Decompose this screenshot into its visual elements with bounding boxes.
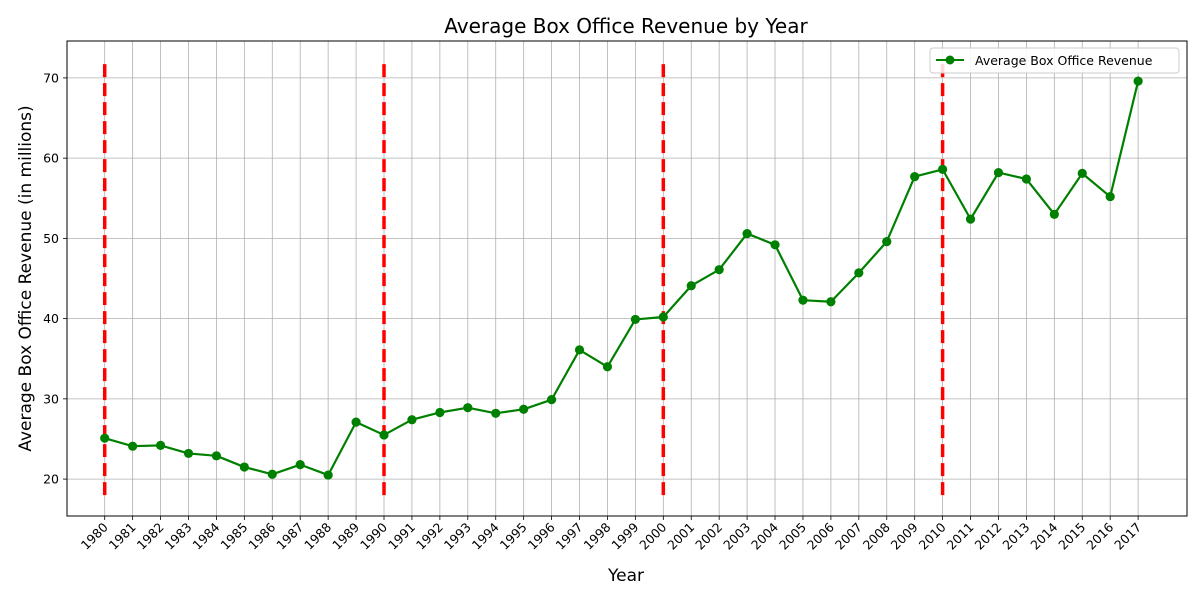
x-tick-label: 2007 — [832, 520, 865, 553]
x-tick-label: 2006 — [804, 519, 837, 552]
x-axis-ticks: 1980198119821983198419851986198719881989… — [78, 516, 1144, 553]
x-tick-label: 2011 — [944, 520, 977, 553]
y-tick-label: 50 — [43, 231, 59, 246]
x-tick-label: 1996 — [525, 519, 558, 552]
x-tick-label: 1993 — [441, 520, 474, 553]
x-tick-label: 1981 — [106, 520, 139, 553]
data-point — [519, 404, 529, 414]
x-tick-label: 2005 — [776, 520, 809, 553]
data-point — [714, 265, 724, 275]
data-point — [1133, 76, 1143, 86]
x-tick-label: 1985 — [217, 520, 250, 553]
y-tick-label: 30 — [43, 391, 59, 406]
x-tick-label: 2009 — [888, 519, 921, 552]
x-tick-label: 1998 — [580, 519, 613, 552]
x-tick-label: 2016 — [1083, 519, 1116, 552]
x-tick-label: 2012 — [971, 520, 1004, 553]
x-tick-label: 2015 — [1055, 520, 1088, 553]
data-point — [574, 345, 585, 355]
x-tick-label: 2008 — [860, 519, 893, 552]
x-tick-label: 1989 — [329, 519, 362, 552]
data-point — [1021, 174, 1032, 184]
data-point — [351, 417, 361, 427]
x-tick-label: 2000 — [636, 519, 669, 552]
x-tick-label: 1999 — [608, 519, 641, 552]
x-tick-label: 1988 — [301, 519, 334, 552]
y-tick-label: 40 — [43, 311, 59, 326]
legend-box — [929, 47, 1180, 74]
data-point — [323, 470, 333, 480]
data-point — [658, 312, 668, 322]
x-tick-label: 1997 — [553, 520, 586, 553]
data-point — [742, 228, 752, 239]
x-tick-label: 1995 — [497, 520, 530, 553]
data-point — [854, 268, 864, 278]
data-point — [798, 295, 808, 305]
legend-label: Average Box Office Revenue — [975, 53, 1153, 68]
data-point — [826, 297, 836, 307]
data-point — [491, 408, 501, 418]
data-point — [882, 236, 892, 247]
x-axis-label: Year — [607, 566, 644, 586]
x-tick-label: 2013 — [999, 520, 1032, 553]
data-point — [686, 281, 696, 291]
x-tick-label: 1984 — [189, 519, 222, 552]
x-tick-label: 1992 — [413, 520, 446, 553]
data-point — [295, 460, 305, 470]
data-point — [1077, 168, 1087, 178]
data-point — [602, 362, 613, 372]
plot-frame — [66, 40, 1188, 517]
y-axis-label: Average Box Office Revenue (in millions) — [16, 105, 36, 451]
y-axis-ticks: 20 30 40 50 60 70 — [43, 70, 67, 487]
data-point — [546, 395, 557, 405]
data-point — [463, 403, 473, 413]
x-tick-label: 1982 — [134, 520, 167, 553]
data-point — [155, 440, 166, 450]
data-point — [379, 430, 389, 440]
x-tick-label: 1986 — [245, 519, 278, 552]
data-point — [407, 415, 417, 425]
chart-title: Average Box Office Revenue by Year — [444, 14, 808, 38]
series-line — [104, 80, 1140, 477]
y-tick-label: 20 — [43, 472, 59, 487]
y-tick-label: 60 — [43, 151, 59, 166]
data-point — [1049, 209, 1059, 219]
x-tick-label: 1994 — [469, 519, 502, 552]
data-point — [1105, 192, 1115, 202]
x-tick-label: 1983 — [162, 520, 195, 553]
x-tick-label: 2001 — [664, 520, 697, 553]
y-tick-label: 70 — [43, 70, 59, 85]
data-point — [267, 469, 277, 479]
data-point — [100, 433, 110, 443]
legend-point-marker — [945, 55, 955, 65]
decade-markers — [102, 61, 945, 496]
x-tick-label: 2003 — [720, 520, 753, 553]
x-tick-label: 2017 — [1111, 520, 1144, 553]
data-point — [938, 164, 948, 174]
data-point — [993, 167, 1004, 178]
x-tick-label: 2002 — [692, 520, 725, 553]
legend: Average Box Office Revenue — [929, 47, 1180, 74]
x-tick-label: 2010 — [916, 519, 949, 552]
data-point — [435, 407, 445, 418]
data-point — [239, 462, 249, 472]
x-tick-label: 1980 — [78, 519, 111, 552]
data-series — [100, 76, 1143, 480]
x-tick-label: 1991 — [385, 520, 418, 553]
data-point — [211, 451, 222, 461]
x-tick-label: 2014 — [1027, 519, 1060, 552]
data-point — [128, 441, 138, 451]
x-tick-label: 1990 — [357, 519, 390, 552]
data-point — [630, 314, 640, 325]
x-tick-label: 2004 — [748, 519, 781, 552]
data-point — [770, 240, 780, 250]
grid — [67, 41, 1187, 516]
x-tick-label: 1987 — [273, 520, 306, 553]
data-point — [965, 214, 976, 224]
data-point — [910, 171, 920, 182]
data-point — [183, 448, 194, 459]
